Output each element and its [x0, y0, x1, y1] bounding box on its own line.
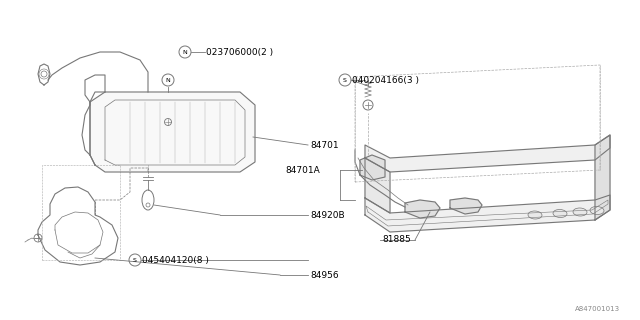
Text: 84701A: 84701A: [285, 165, 320, 174]
Text: S: S: [133, 258, 137, 262]
Ellipse shape: [590, 206, 604, 214]
Polygon shape: [365, 135, 610, 172]
Text: 84920B: 84920B: [310, 211, 344, 220]
Polygon shape: [365, 158, 390, 213]
Text: 040204166(3 ): 040204166(3 ): [352, 76, 419, 84]
Polygon shape: [360, 155, 385, 180]
Text: 84701: 84701: [310, 140, 339, 149]
Polygon shape: [365, 195, 610, 232]
Polygon shape: [405, 200, 440, 218]
Text: 81885: 81885: [382, 236, 411, 244]
Text: N: N: [182, 50, 188, 54]
Text: 023706000(2 ): 023706000(2 ): [206, 47, 273, 57]
Text: A847001013: A847001013: [575, 306, 620, 312]
Text: 045404120(8 ): 045404120(8 ): [142, 255, 209, 265]
Text: 84956: 84956: [310, 270, 339, 279]
Ellipse shape: [573, 208, 587, 216]
Polygon shape: [90, 92, 255, 172]
Polygon shape: [450, 198, 482, 214]
Polygon shape: [595, 135, 610, 220]
Ellipse shape: [553, 210, 567, 218]
Ellipse shape: [528, 211, 542, 219]
Text: N: N: [166, 77, 170, 83]
Text: S: S: [343, 77, 347, 83]
